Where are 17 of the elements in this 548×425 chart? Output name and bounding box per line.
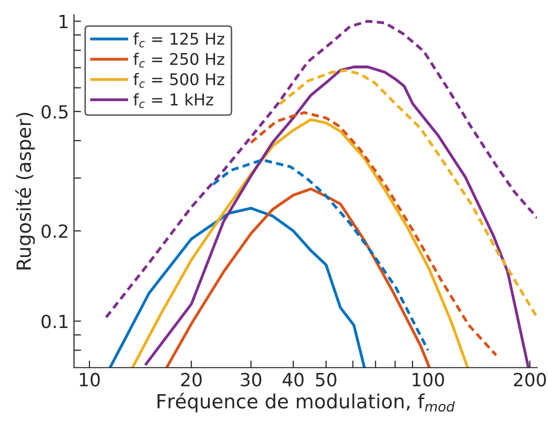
- legend-label: f$_{c}$ = 250 Hz: [133, 52, 224, 68]
- x-tick-label: 30: [240, 372, 262, 386]
- y-axis-title: Rugosité (asper): [15, 112, 35, 270]
- x-tick-label: 100: [412, 372, 444, 386]
- x-tick-label: 20: [181, 372, 202, 386]
- x-axis-title: Fréquence de modulation, f$_{mod}$: [158, 392, 455, 412]
- y-tick-label: 0.1: [42, 314, 68, 328]
- x-tick-label: 200: [514, 372, 546, 386]
- y-tick-label: 0.2: [42, 224, 68, 238]
- legend-label: f$_{c}$ = 1 kHz: [133, 93, 214, 108]
- x-tick-label: 50: [316, 372, 336, 386]
- legend-label: f$_{c}$ = 125 Hz: [133, 32, 224, 48]
- x-tick-label: 40: [282, 372, 304, 386]
- y-tick-label: 1: [60, 14, 68, 28]
- x-tick-label: 10: [80, 372, 100, 386]
- y-tick-label: 0.5: [42, 104, 68, 119]
- legend-label: f$_{c}$ = 500 Hz: [133, 72, 224, 88]
